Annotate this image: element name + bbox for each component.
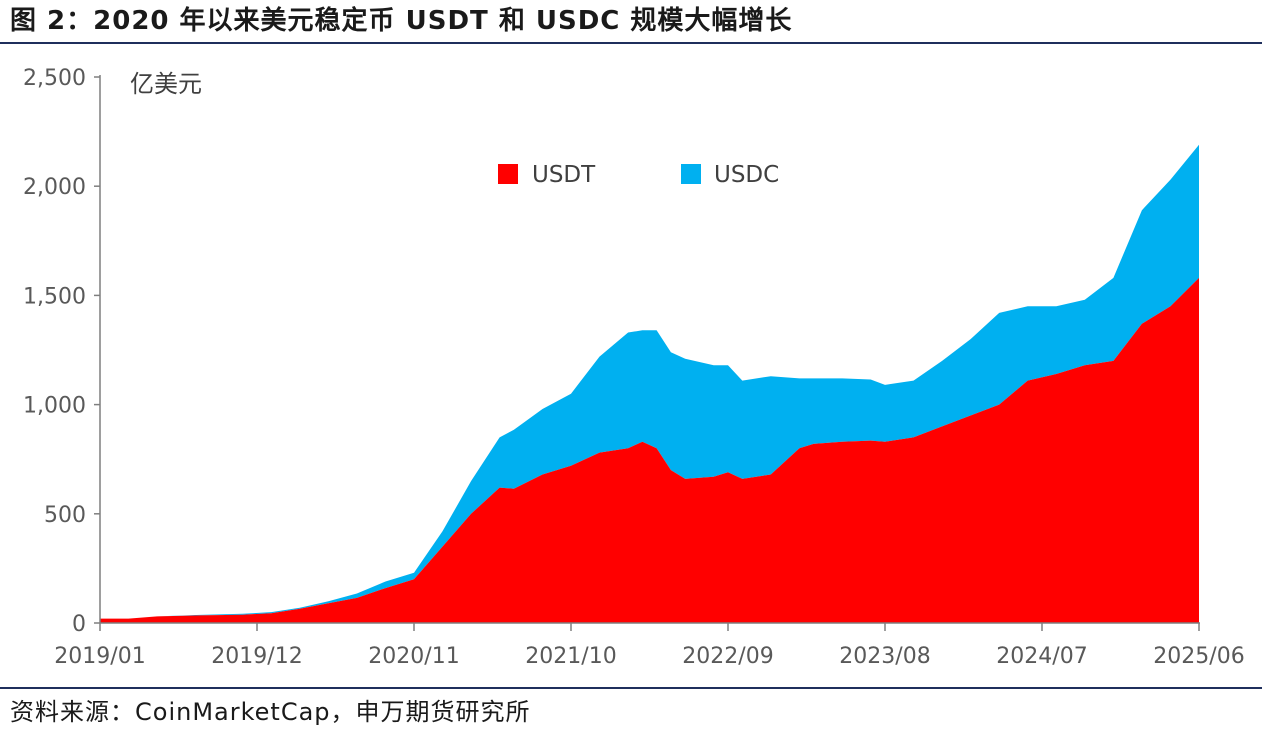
area-usdt: [100, 277, 1199, 623]
x-tick-label: 2025/06: [1153, 644, 1244, 669]
y-tick-label: 2,000: [23, 175, 86, 200]
y-tick-label: 1,000: [23, 394, 86, 419]
legend-swatch-usdc: [681, 164, 701, 184]
y-tick-label: 1,500: [23, 284, 86, 309]
legend-swatch-usdt: [498, 164, 518, 184]
x-tick-labels: 2019/01 2019/12 2020/11 2021/10 2022/09 2023/…: [54, 644, 1244, 669]
figure-title: 图 2：2020 年以来美元稳定币 USDT 和 USDC 规模大幅增长: [10, 6, 793, 36]
x-tick-label: 2024/07: [996, 644, 1087, 669]
plot-areas: [100, 144, 1199, 623]
x-tick-label: 2023/08: [839, 644, 930, 669]
footer-rule: [0, 687, 1262, 689]
y-tick-label: 0: [72, 612, 86, 637]
chart-legend: USDT USDC: [498, 162, 779, 188]
x-tick-label: 2020/11: [368, 644, 459, 669]
x-tick-label: 2019/12: [211, 644, 302, 669]
x-tick-label: 2021/10: [525, 644, 616, 669]
y-tick-labels: 0 500 1,000 1,500 2,000 2,500: [23, 66, 86, 637]
source-note: 资料来源：CoinMarketCap，申万期货研究所: [10, 698, 531, 726]
x-tick-label: 2022/09: [682, 644, 773, 669]
legend-label-usdc: USDC: [714, 162, 779, 188]
y-tick-label: 500: [44, 503, 86, 528]
y-tick-label: 2,500: [23, 66, 86, 91]
chart-axes: [94, 75, 1200, 631]
legend-label-usdt: USDT: [532, 162, 596, 188]
y-axis-unit-label: 亿美元: [130, 70, 202, 98]
area-usdc: [100, 144, 1199, 619]
x-tick-label: 2019/01: [54, 644, 145, 669]
header-rule: [0, 42, 1262, 44]
